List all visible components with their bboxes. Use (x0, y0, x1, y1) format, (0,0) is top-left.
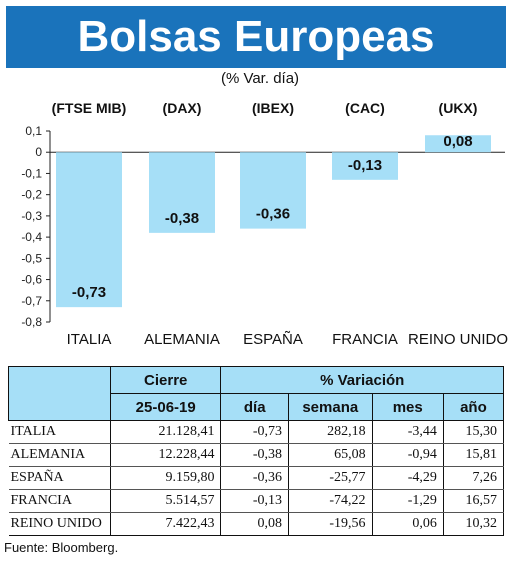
cell-mes: -4,29 (371, 466, 444, 490)
table-column-header: mes (371, 393, 444, 421)
y-tick-label: -0,4 (21, 230, 42, 244)
cell-dia: -0,38 (220, 443, 289, 467)
y-tick-label: 0 (35, 145, 42, 159)
table-group-header: Cierre (109, 366, 222, 394)
table-column-header: 25-06-19 (109, 393, 222, 421)
table-row: FRANCIA 5.514,57 -0,13 -74,22 -1,29 16,5… (8, 489, 505, 513)
chart-subtitle: (% Var. día) (220, 70, 300, 87)
y-tick-label: 0,1 (25, 124, 42, 138)
cell-ano: 15,30 (442, 420, 505, 444)
cell-cierre: 7.422,43 (109, 512, 222, 536)
table-header-row: 25-06-19 día semana mes año (9, 393, 505, 421)
category-label: ALEMANIA (144, 331, 220, 348)
bar (332, 152, 398, 180)
y-tick-label: -0,5 (21, 251, 42, 265)
bar (240, 152, 306, 229)
cell-cierre: 5.514,57 (109, 489, 222, 513)
cell-dia: 0,08 (220, 512, 289, 536)
cell-mes: -1,29 (371, 489, 444, 513)
cell-semana: -19,56 (288, 512, 373, 536)
cell-cierre: 9.159,80 (109, 466, 222, 490)
source-note: Fuente: Bloomberg. (4, 540, 119, 555)
cell-semana: -25,77 (288, 466, 373, 490)
table-column-header: día (220, 393, 289, 421)
y-tick-label: -0,3 (21, 209, 42, 223)
table-row: REINO UNIDO 7.422,43 0,08 -19,56 0,06 10… (8, 512, 505, 536)
row-name: ESPAÑA (8, 466, 111, 490)
cell-dia: -0,13 (220, 489, 289, 513)
cell-cierre: 12.228,44 (109, 443, 222, 467)
cell-ano: 10,32 (442, 512, 505, 536)
y-tick-label: -0,6 (21, 273, 42, 287)
table-row: ESPAÑA 9.159,80 -0,36 -25,77 -4,29 7,26 (8, 466, 505, 490)
bar (149, 152, 215, 233)
row-name: FRANCIA (8, 489, 111, 513)
value-label: -0,36 (256, 206, 290, 223)
cell-ano: 7,26 (442, 466, 505, 490)
category-label: ESPAÑA (243, 331, 303, 348)
y-tick-label: -0,7 (21, 294, 42, 308)
cell-ano: 15,81 (442, 443, 505, 467)
row-name: ITALIA (8, 420, 111, 444)
table-group-header: % Variación (220, 366, 504, 394)
chart-title: Bolsas Europeas (6, 6, 506, 68)
y-tick-label: -0,1 (21, 166, 42, 180)
cell-cierre: 21.128,41 (109, 420, 222, 444)
index-label: (UKX) (439, 100, 478, 116)
table-row: ITALIA 21.128,41 -0,73 282,18 -3,44 15,3… (8, 420, 505, 444)
category-label: FRANCIA (332, 331, 398, 348)
cell-mes: -0,94 (371, 443, 444, 467)
y-tick-label: -0,2 (21, 188, 42, 202)
bar (425, 135, 491, 153)
index-label: (FTSE MIB) (52, 100, 127, 116)
category-label: ITALIA (67, 331, 112, 348)
cell-semana: 282,18 (288, 420, 373, 444)
table-corner-cell (8, 366, 111, 421)
y-tick-label: -0,8 (21, 315, 42, 329)
bar (56, 152, 122, 308)
row-name: REINO UNIDO (8, 512, 111, 536)
index-label: (CAC) (345, 100, 385, 116)
stock-table: Cierre % Variación 25-06-19 día semana m… (8, 366, 505, 536)
value-label: 0,08 (443, 133, 472, 150)
cell-mes: -3,44 (371, 420, 444, 444)
value-label: -0,73 (72, 284, 106, 301)
table-row: ALEMANIA 12.228,44 -0,38 65,08 -0,94 15,… (8, 443, 505, 467)
category-label: REINO UNIDO (408, 331, 508, 348)
cell-dia: -0,36 (220, 466, 289, 490)
table-group-header-row: Cierre % Variación (8, 366, 504, 421)
row-name: ALEMANIA (8, 443, 111, 467)
value-label: -0,38 (165, 210, 199, 227)
cell-ano: 16,57 (442, 489, 505, 513)
cell-semana: 65,08 (288, 443, 373, 467)
cell-semana: -74,22 (288, 489, 373, 513)
index-label: (IBEX) (252, 100, 294, 116)
cell-mes: 0,06 (371, 512, 444, 536)
table-column-header: año (442, 393, 505, 421)
cell-dia: -0,73 (220, 420, 289, 444)
bar-chart: 0,1 0 -0,1 -0,2 -0,3 -0,4 -0,5 -0,6 -0,7 -0,8 (FTS… (21, 100, 508, 348)
index-label: (DAX) (163, 100, 202, 116)
value-label: -0,13 (348, 157, 382, 174)
table-column-header: semana (288, 393, 373, 421)
